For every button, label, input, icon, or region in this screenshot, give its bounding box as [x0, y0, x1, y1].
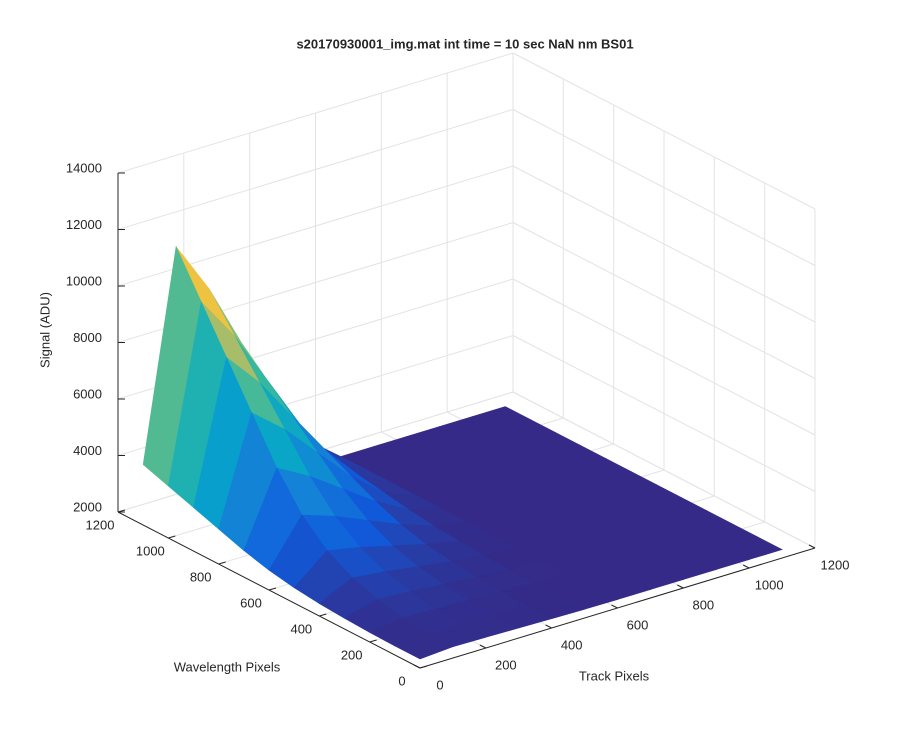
z-axis-label: Signal (ADU)	[37, 292, 52, 368]
tick-mark	[268, 587, 277, 591]
tick-mark	[369, 639, 377, 643]
z-tick-label: 8000	[73, 330, 102, 345]
grid-line	[117, 109, 514, 230]
z-tick-label: 6000	[73, 386, 102, 401]
tick-mark	[168, 535, 176, 539]
grid-line	[512, 222, 816, 379]
grid-line	[512, 52, 816, 210]
chart-title: s20170930001_img.mat int time = 10 sec N…	[296, 36, 633, 51]
tick-mark	[677, 584, 684, 589]
tick-mark	[545, 624, 552, 629]
tick-mark	[742, 564, 750, 569]
grid-line	[512, 335, 816, 492]
x-tick-label: 600	[627, 617, 649, 632]
tick-mark	[611, 604, 618, 609]
z-tick-label: 12000	[66, 217, 102, 232]
grid-line	[512, 278, 816, 436]
x-tick-label: 1200	[821, 557, 850, 572]
z-tick-label: 4000	[73, 443, 102, 458]
x-tick-label: 0	[436, 677, 443, 692]
y-tick-label: 600	[240, 595, 262, 610]
grid-line	[512, 109, 816, 266]
y-tick-label: 400	[290, 621, 312, 636]
z-tick-label: 10000	[66, 273, 102, 288]
tick-mark	[419, 665, 428, 669]
x-tick-label: 1000	[755, 577, 784, 592]
y-axis-label: Wavelength Pixels	[174, 659, 281, 674]
x-tick-label: 800	[692, 597, 714, 612]
y-tick-label: 0	[398, 673, 405, 688]
y-tick-label: 1200	[86, 517, 115, 532]
y-tick-label: 1000	[136, 543, 165, 558]
surface-cell	[394, 633, 454, 660]
tick-mark	[808, 544, 816, 549]
x-tick-label: 400	[561, 637, 583, 652]
tick-mark	[218, 561, 226, 565]
grid-line	[117, 52, 514, 174]
tick-mark	[479, 644, 487, 649]
grid-line	[512, 391, 816, 549]
x-tick-label: 200	[495, 657, 517, 672]
y-tick-label: 800	[190, 569, 212, 584]
grid-line	[512, 165, 816, 323]
tick-mark	[319, 613, 327, 617]
x-axis-label: Track Pixels	[579, 668, 650, 683]
z-tick-label: 14000	[66, 160, 102, 175]
y-tick-label: 200	[341, 647, 363, 662]
tick-mark	[413, 664, 421, 669]
z-tick-label: 2000	[73, 499, 102, 514]
